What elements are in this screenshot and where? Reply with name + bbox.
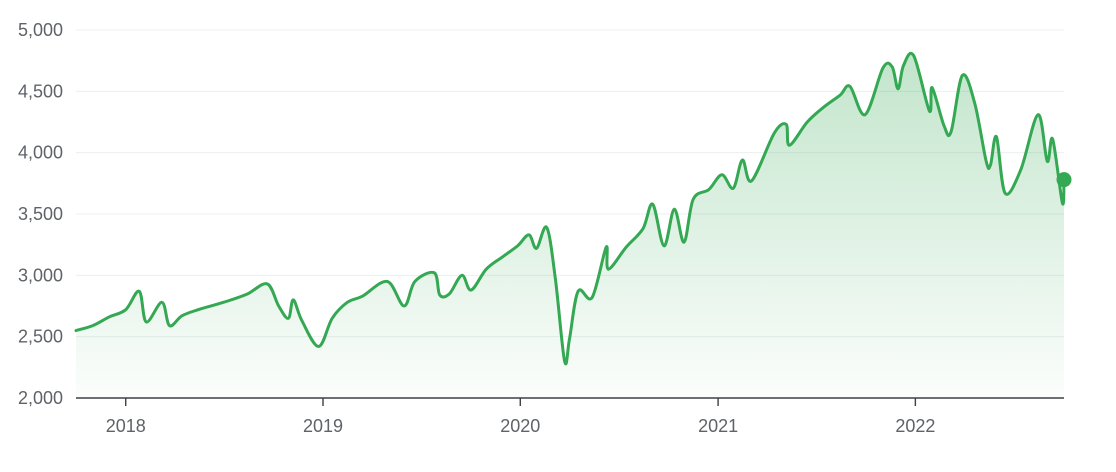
y-axis: 5,000 4,500 4,000 3,500 3,000 2,500 2,000 [18,20,63,408]
y-tick-label: 2,000 [18,388,63,408]
y-tick-label: 3,500 [18,204,63,224]
x-tick-label: 2022 [895,416,935,436]
plot-area [74,51,1072,399]
x-tick-label: 2020 [500,416,540,436]
y-tick-label: 3,000 [18,265,63,285]
y-tick-label: 4,500 [18,81,63,101]
y-tick-label: 2,500 [18,327,63,347]
x-axis: 2018 2019 2020 2021 2022 [106,398,935,436]
series-line [74,51,1066,366]
current-value-marker[interactable] [1056,172,1072,188]
x-tick-label: 2019 [303,416,343,436]
x-tick-label: 2021 [698,416,738,436]
x-tick-label: 2018 [106,416,146,436]
series-area-fill [76,53,1064,399]
y-tick-label: 5,000 [18,20,63,40]
y-tick-label: 4,000 [18,143,63,163]
